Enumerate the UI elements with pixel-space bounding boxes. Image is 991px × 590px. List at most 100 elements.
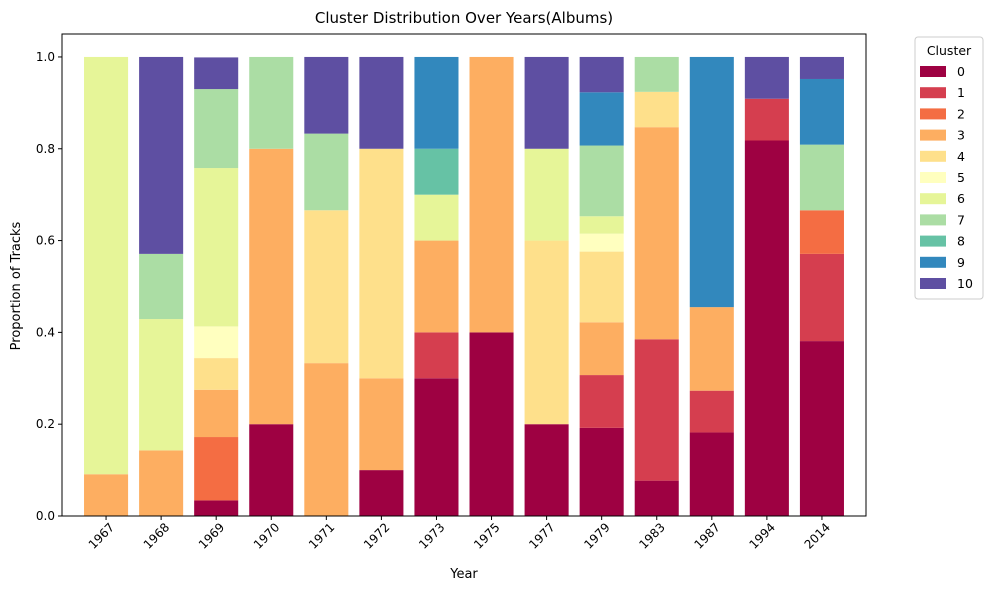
- bar-segment-1983-cluster-3: [634, 127, 679, 340]
- x-tick-label: 1969: [196, 520, 227, 551]
- bar-segment-1994-cluster-0: [744, 140, 789, 516]
- y-tick-label: 0.0: [36, 509, 55, 523]
- y-tick-label: 0.2: [36, 417, 55, 431]
- legend-swatch-4: [920, 150, 946, 162]
- legend-box: [914, 36, 984, 300]
- legend-swatch-0: [920, 66, 946, 77]
- bar-segment-1971-cluster-3: [304, 363, 349, 516]
- bar-segment-2014-cluster-2: [799, 210, 844, 254]
- bar-segment-1970-cluster-7: [249, 56, 294, 149]
- bar-segment-1968-cluster-10: [139, 56, 184, 254]
- legend-swatch-3: [920, 129, 946, 141]
- legend-swatch-9: [920, 256, 946, 268]
- legend-swatch-5: [920, 172, 946, 183]
- bar-segment-1987-cluster-3: [689, 307, 734, 391]
- bar-segment-1969-cluster-3: [194, 389, 239, 438]
- y-tick-label: 0.4: [36, 325, 55, 339]
- bar-segment-1969-cluster-7: [194, 89, 239, 169]
- legend-label-0: 0: [957, 64, 965, 79]
- bar-segment-1968-cluster-7: [139, 253, 184, 320]
- bar-segment-1967-cluster-3: [84, 474, 129, 516]
- bar-segment-2014-cluster-0: [799, 341, 844, 516]
- bar-segment-1983-cluster-7: [634, 56, 679, 92]
- bar-segment-2014-cluster-10: [799, 56, 844, 79]
- legend-label-2: 2: [957, 106, 965, 121]
- bar-segment-1968-cluster-3: [139, 450, 184, 516]
- bar-segment-1969-cluster-2: [194, 437, 239, 501]
- legend-label-7: 7: [957, 212, 965, 227]
- bar-segment-1979-cluster-0: [579, 427, 624, 516]
- bar-segment-1973-cluster-6: [414, 194, 459, 241]
- bar-segment-1977-cluster-10: [524, 56, 569, 149]
- bar-segment-1969-cluster-0: [194, 500, 239, 516]
- bar-segment-1969-cluster-4: [194, 358, 239, 390]
- bar-segment-1975-cluster-0: [469, 332, 514, 516]
- bar-segment-1987-cluster-9: [689, 56, 734, 308]
- plot-frame: [61, 33, 867, 517]
- bar-segment-1972-cluster-0: [359, 470, 404, 516]
- bar-segment-1973-cluster-1: [414, 332, 459, 379]
- legend-swatch-1: [920, 87, 946, 99]
- y-axis-label: Proportion of Tracks: [9, 221, 24, 350]
- bar-segment-1972-cluster-4: [359, 148, 404, 379]
- bar-segment-1969-cluster-10: [194, 57, 239, 90]
- bar-segment-1972-cluster-10: [359, 56, 404, 149]
- y-tick-label: 1.0: [36, 50, 55, 64]
- x-tick-label: 1979: [581, 520, 612, 551]
- bar-segment-1979-cluster-9: [579, 92, 624, 146]
- bar-segment-1983-cluster-4: [634, 91, 679, 128]
- bar-segment-1969-cluster-5: [194, 326, 239, 359]
- x-tick-label: 1994: [746, 520, 777, 551]
- legend-label-4: 4: [957, 149, 965, 164]
- bar-segment-1979-cluster-4: [579, 251, 624, 323]
- chart-title: Cluster Distribution Over Years(Albums): [315, 9, 613, 27]
- bar-segment-1970-cluster-0: [249, 424, 294, 516]
- bars-group: [84, 56, 844, 516]
- bar-segment-1970-cluster-3: [249, 148, 294, 425]
- bar-segment-1979-cluster-6: [579, 216, 624, 234]
- bar-segment-1979-cluster-10: [579, 56, 624, 93]
- bar-segment-1973-cluster-0: [414, 378, 459, 516]
- bar-segment-1968-cluster-6: [139, 319, 184, 451]
- bar-segment-1979-cluster-7: [579, 145, 624, 217]
- bar-segment-2014-cluster-1: [799, 253, 844, 342]
- bar-segment-1969-cluster-6: [194, 168, 239, 327]
- y-tick-label: 0.8: [36, 142, 55, 156]
- bar-segment-1977-cluster-6: [524, 148, 569, 241]
- bar-segment-1979-cluster-3: [579, 322, 624, 376]
- bar-segment-1972-cluster-3: [359, 378, 404, 471]
- x-tick-label: 1971: [306, 520, 337, 551]
- legend-swatch-6: [920, 193, 946, 205]
- x-tick-label: 1983: [636, 520, 667, 551]
- legend-title: Cluster: [927, 43, 972, 58]
- legend-label-10: 10: [957, 276, 973, 291]
- x-tick-label: 1972: [361, 520, 392, 551]
- bar-segment-1994-cluster-1: [744, 98, 789, 141]
- y-axis-ticks: 0.0 0.2 0.4 0.6 0.8 1.0: [36, 50, 62, 523]
- x-tick-label: 1967: [86, 520, 117, 551]
- legend-label-1: 1: [957, 85, 965, 100]
- x-tick-label: 1970: [251, 520, 282, 551]
- bar-segment-1971-cluster-7: [304, 133, 349, 211]
- y-tick-label: 0.6: [36, 234, 55, 248]
- x-tick-label: 2014: [802, 520, 833, 551]
- bar-segment-1977-cluster-0: [524, 424, 569, 516]
- bar-segment-1987-cluster-1: [689, 390, 734, 433]
- bar-segment-1973-cluster-3: [414, 240, 459, 333]
- legend-swatch-7: [920, 214, 946, 226]
- legend-label-3: 3: [957, 128, 965, 143]
- bar-segment-1975-cluster-3: [469, 56, 514, 333]
- x-tick-label: 1977: [526, 520, 557, 551]
- bar-segment-2014-cluster-9: [799, 78, 844, 145]
- x-tick-label: 1987: [691, 520, 722, 551]
- bar-segment-1977-cluster-4: [524, 240, 569, 425]
- bar-segment-1971-cluster-4: [304, 210, 349, 364]
- legend-label-6: 6: [957, 191, 965, 206]
- x-tick-label: 1968: [141, 520, 172, 551]
- legend-items: 0 1 2 3 4 5 6 7 8 9 10: [920, 64, 973, 291]
- x-tick-label: 1975: [471, 520, 502, 551]
- bar-segment-2014-cluster-7: [799, 144, 844, 211]
- legend: Cluster 0 1 2 3 4 5 6 7 8 9 10: [914, 36, 984, 300]
- bar-segment-1979-cluster-5: [579, 233, 624, 252]
